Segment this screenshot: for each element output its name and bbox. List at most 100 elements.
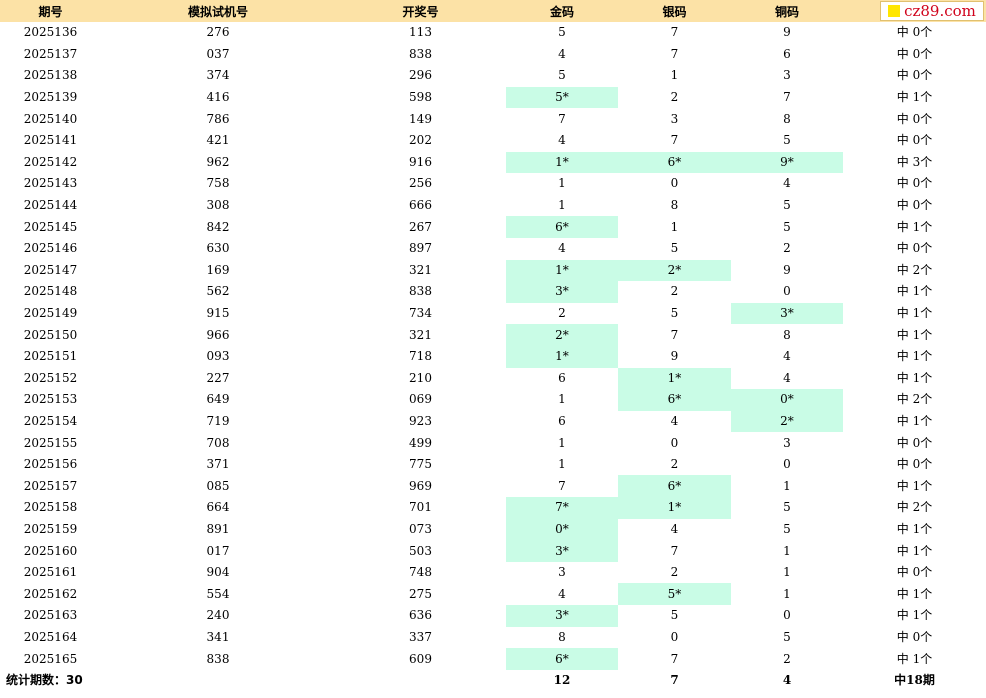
gold-cell: 6* — [506, 648, 618, 670]
bronze-cell: 2 — [783, 241, 791, 256]
table-row: 2025153 649 069 1 6* 0* 中 2个 — [0, 389, 986, 411]
hits-cell: 中 1个 — [896, 349, 933, 364]
silver-cell: 7 — [670, 133, 679, 148]
gold-cell: 3* — [506, 605, 618, 627]
hits-cell: 中 1个 — [896, 543, 933, 558]
silver-cell: 5 — [670, 306, 679, 321]
gold-cell: 5* — [506, 86, 618, 109]
bronze-cell: 2* — [731, 410, 843, 433]
issue-cell: 2025165 — [23, 651, 78, 666]
table-row: 2025154 719 923 6 4 2* 中 1个 — [0, 410, 986, 433]
issue-cell: 2025163 — [23, 608, 78, 623]
header-issue: 期号 — [0, 0, 101, 22]
bronze-cell: 9* — [731, 151, 843, 174]
silver-cell: 5 — [670, 608, 679, 623]
gold-cell: 1* — [506, 259, 618, 282]
table-row: 2025165 838 609 6* 7 2 中 1个 — [0, 648, 986, 670]
sim-number-cell: 554 — [206, 586, 230, 601]
table-row: 2025146 630 897 4 5 2 中 0个 — [0, 238, 986, 260]
table-row: 2025138 374 296 5 1 3 中 0个 — [0, 65, 986, 87]
draw-number-cell: 636 — [409, 608, 432, 623]
issue-cell: 2025156 — [23, 457, 78, 472]
bronze-cell: 5 — [783, 133, 791, 148]
issue-cell: 2025151 — [23, 349, 78, 364]
draw-number-cell: 969 — [409, 478, 432, 493]
gold-cell: 0* — [506, 518, 618, 541]
issue-cell: 2025143 — [23, 176, 78, 191]
bronze-cell: 1 — [783, 565, 791, 580]
draw-number-cell: 202 — [409, 133, 432, 148]
hits-cell: 中 1个 — [896, 608, 933, 623]
silver-cell: 7 — [670, 327, 679, 342]
draw-number-cell: 838 — [409, 46, 432, 61]
issue-cell: 2025154 — [23, 413, 78, 428]
summary-row: 统计期数：30 12 7 4 中18期 — [0, 670, 986, 692]
draw-number-cell: 775 — [409, 457, 432, 472]
draw-number-cell: 256 — [409, 176, 432, 191]
gold-total: 12 — [553, 673, 571, 688]
gold-cell: 6 — [558, 370, 566, 385]
hits-cell: 中 1个 — [896, 219, 933, 234]
draw-number-cell: 897 — [409, 241, 432, 256]
hits-cell: 中 2个 — [896, 500, 933, 515]
hits-cell: 中 2个 — [896, 262, 933, 277]
bronze-cell: 8 — [783, 111, 791, 126]
gold-cell: 2* — [506, 324, 618, 346]
table-row: 2025163 240 636 3* 5 0 中 1个 — [0, 605, 986, 627]
gold-cell: 1 — [558, 176, 566, 191]
draw-number-cell: 321 — [409, 327, 432, 342]
silver-cell: 1* — [618, 497, 731, 519]
silver-cell: 2* — [618, 259, 731, 282]
gold-cell: 1 — [558, 457, 566, 472]
hits-cell: 中 1个 — [896, 284, 933, 299]
issue-cell: 2025147 — [23, 262, 78, 277]
silver-cell: 7 — [670, 651, 679, 666]
gold-cell: 7 — [558, 478, 566, 493]
table-row: 2025144 308 666 1 8 5 中 0个 — [0, 195, 986, 217]
draw-number-cell: 275 — [409, 586, 432, 601]
sim-number-cell: 017 — [206, 543, 230, 558]
bronze-cell: 7 — [783, 90, 791, 105]
silver-cell: 6* — [618, 475, 731, 498]
table-row: 2025141 421 202 4 7 5 中 0个 — [0, 130, 986, 152]
sim-number-cell: 371 — [206, 457, 230, 472]
sim-number-cell: 421 — [206, 133, 230, 148]
silver-cell: 5 — [670, 241, 679, 256]
draw-number-cell: 734 — [409, 306, 432, 321]
sim-number-cell: 786 — [206, 111, 230, 126]
gold-cell: 5 — [558, 68, 566, 83]
bronze-cell: 5 — [783, 219, 791, 234]
draw-number-cell: 149 — [409, 111, 432, 126]
hits-cell: 中 1个 — [896, 327, 933, 342]
silver-cell: 7 — [670, 46, 679, 61]
silver-cell: 7 — [670, 25, 679, 40]
silver-cell: 3 — [670, 111, 679, 126]
silver-cell: 4 — [670, 521, 679, 536]
sim-number-cell: 374 — [206, 68, 230, 83]
sim-number-cell: 308 — [206, 198, 230, 213]
gold-cell: 7 — [558, 111, 566, 126]
bronze-cell: 5 — [783, 500, 791, 515]
gold-cell: 6* — [506, 216, 618, 238]
issue-cell: 2025142 — [23, 154, 78, 169]
bronze-cell: 3* — [731, 302, 843, 325]
issue-cell: 2025146 — [23, 241, 78, 256]
draw-number-cell: 923 — [409, 413, 432, 428]
table-row: 2025142 962 916 1* 6* 9* 中 3个 — [0, 151, 986, 174]
sim-number-cell: 276 — [206, 25, 230, 40]
table-row: 2025157 085 969 7 6* 1 中 1个 — [0, 475, 986, 498]
draw-number-cell: 718 — [409, 349, 432, 364]
sim-number-cell: 966 — [206, 327, 230, 342]
hits-cell: 中 0个 — [896, 457, 933, 472]
hits-cell: 中 0个 — [896, 46, 933, 61]
site-logo-link[interactable]: cz89.com — [880, 1, 984, 21]
hits-cell: 中 1个 — [896, 586, 933, 601]
table-row: 2025155 708 499 1 0 3 中 0个 — [0, 432, 986, 454]
sim-number-cell: 708 — [206, 435, 230, 450]
bronze-cell: 4 — [783, 349, 791, 364]
bronze-cell: 0 — [783, 457, 791, 472]
bronze-cell: 5 — [783, 198, 791, 213]
header-gold: 金码 — [506, 0, 618, 22]
draw-number-cell: 337 — [409, 629, 432, 644]
issue-cell: 2025145 — [23, 219, 78, 234]
